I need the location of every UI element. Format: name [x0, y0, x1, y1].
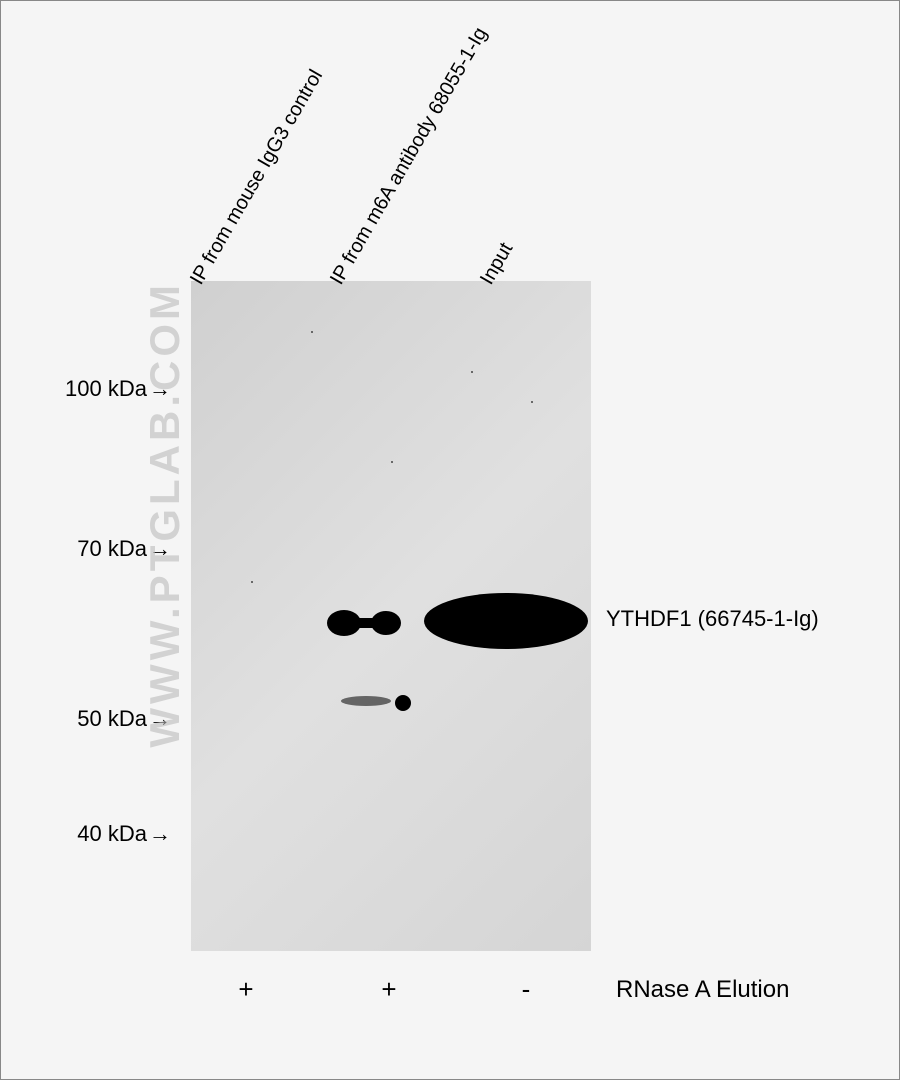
- arrow-icon: →: [149, 821, 171, 847]
- lane-label-2: IP from m6A antibody 68055-1-Ig: [326, 24, 492, 289]
- elution-symbol-1: +: [231, 974, 261, 1005]
- mw-text: 40 kDa: [77, 821, 147, 846]
- arrow-icon: →: [149, 706, 171, 732]
- mw-label-40: 40 kDa→: [61, 821, 171, 847]
- noise: [251, 581, 253, 583]
- elution-label: RNase A Elution: [616, 976, 789, 1004]
- arrow-icon: →: [149, 536, 171, 562]
- elution-symbol-2: +: [374, 974, 404, 1005]
- watermark: WWW.PTGLAB.COM: [141, 281, 189, 748]
- protein-label: YTHDF1 (66745-1-Ig): [606, 606, 819, 632]
- mw-label-100: 100 kDa→: [61, 376, 171, 402]
- mw-label-50: 50 kDa→: [61, 706, 171, 732]
- mw-text: 100 kDa: [65, 376, 147, 401]
- band-lane2-lower: [341, 693, 416, 713]
- noise: [531, 401, 533, 403]
- mw-text: 70 kDa: [77, 536, 147, 561]
- band-lane3-input: [421, 589, 591, 654]
- noise: [471, 371, 473, 373]
- arrow-icon: →: [149, 376, 171, 402]
- noise: [311, 331, 313, 333]
- mw-label-70: 70 kDa→: [61, 536, 171, 562]
- lane-label-1: IP from mouse IgG3 control: [186, 66, 328, 289]
- mw-text: 50 kDa: [77, 706, 147, 731]
- elution-symbol-3: -: [511, 974, 541, 1005]
- noise: [391, 461, 393, 463]
- band-lane2-main: [326, 606, 406, 641]
